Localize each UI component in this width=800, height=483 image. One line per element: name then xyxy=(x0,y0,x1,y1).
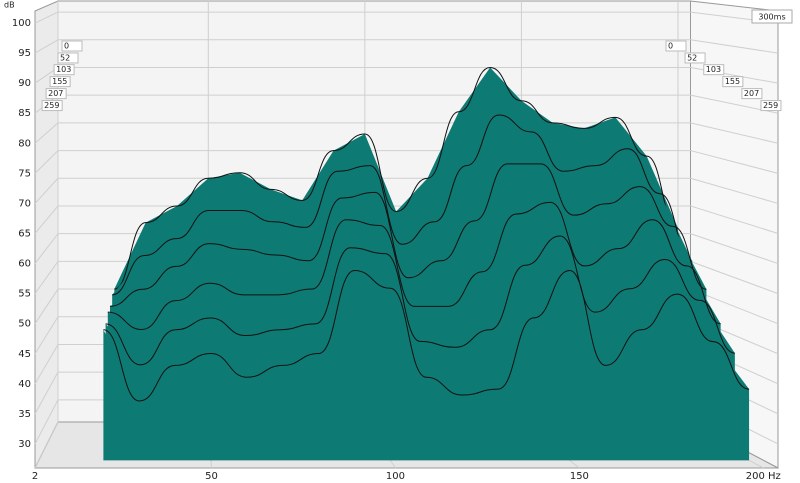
depth-tick-label: 52 xyxy=(687,53,697,62)
y-tick-label: 55 xyxy=(18,289,31,300)
y-tick-label: 90 xyxy=(18,78,31,89)
slice-line xyxy=(109,163,707,307)
y-tick-label: 70 xyxy=(18,198,31,209)
grid-line xyxy=(34,177,59,204)
depth-tick-box xyxy=(665,40,687,52)
y-tick-label: 40 xyxy=(18,379,31,390)
y-tick-label: 75 xyxy=(18,168,31,179)
depth-tick-box xyxy=(41,100,63,112)
depth-tick-box xyxy=(45,88,67,100)
grid-line xyxy=(690,233,779,265)
y-tick-label: 85 xyxy=(18,108,31,119)
grid-line xyxy=(34,399,59,445)
depth-tick-label: 259 xyxy=(44,101,59,110)
depth-tick-box xyxy=(741,88,763,100)
depth-tick-label: 52 xyxy=(60,53,70,62)
grid-line xyxy=(690,205,779,234)
y-tick-label: 45 xyxy=(18,349,31,360)
y-tick-label: 65 xyxy=(18,228,31,239)
depth-tick-box xyxy=(53,64,75,76)
grid-line xyxy=(34,39,59,54)
depth-tick-label: 0 xyxy=(668,42,673,51)
slice-line xyxy=(105,235,735,366)
x-tick-label: 2 xyxy=(32,471,38,482)
grid-line xyxy=(34,205,59,234)
depth-tick-box xyxy=(703,64,725,76)
grid-line xyxy=(34,261,59,294)
depth-tick-label: 155 xyxy=(725,77,740,86)
y-tick-label: 60 xyxy=(18,259,31,270)
grid-line xyxy=(34,11,59,24)
slice-line xyxy=(112,114,693,296)
x-tick-label: 50 xyxy=(205,471,218,482)
y-tick-label: 95 xyxy=(18,48,31,59)
depth-tick-label: 207 xyxy=(744,89,759,98)
grid-line xyxy=(690,260,779,295)
grid-line xyxy=(690,122,779,144)
x-tick-label: 150 xyxy=(570,471,589,482)
y-tick-label: 30 xyxy=(18,439,31,450)
depth-tick-label: 103 xyxy=(56,65,71,74)
depth-tick-label: 155 xyxy=(52,77,67,86)
grid-line xyxy=(34,122,59,144)
depth-tick-box xyxy=(760,100,782,112)
slices xyxy=(103,66,750,461)
grid-line xyxy=(34,316,59,355)
grid-line xyxy=(34,233,59,264)
depth-tick-box xyxy=(684,52,706,64)
x-tick-label: 100 xyxy=(386,471,405,482)
grid-line xyxy=(34,288,59,324)
depth-tick-box xyxy=(49,76,71,88)
grid-line xyxy=(34,421,59,469)
y-tick-label: 35 xyxy=(18,409,31,420)
grid-line xyxy=(34,371,59,415)
slice-line xyxy=(103,269,750,402)
depth-tick-label: 259 xyxy=(763,101,778,110)
slice-line xyxy=(114,66,679,290)
y-tick-label: 50 xyxy=(18,319,31,330)
grid-line xyxy=(690,177,779,204)
depth-tick-box xyxy=(722,76,744,88)
depth-end-box xyxy=(751,9,793,24)
depth-tick-box xyxy=(57,52,79,64)
slice-area xyxy=(103,270,750,461)
grid-line xyxy=(690,39,779,54)
depth-end-label: 300ms xyxy=(758,13,785,22)
depth-tick-label: 207 xyxy=(48,89,63,98)
grid-line xyxy=(690,150,779,174)
depth-tick-label: 103 xyxy=(706,65,721,74)
depth-tick-box xyxy=(61,40,83,52)
slice-line xyxy=(107,201,721,330)
y-tick-label: 100 xyxy=(12,18,31,29)
y-axis-label: dB xyxy=(4,1,15,10)
grid-line xyxy=(34,344,59,385)
labels: 30 35 40 45 50 55 60 65 70 75 80 85 90 95 100 2 50 100 150… xyxy=(12,18,782,482)
depth-tick-label: 0 xyxy=(64,42,69,51)
y-tick-label: 80 xyxy=(18,138,31,149)
grid-line xyxy=(34,150,59,174)
x-tick-label: 200 Hz xyxy=(746,471,781,482)
